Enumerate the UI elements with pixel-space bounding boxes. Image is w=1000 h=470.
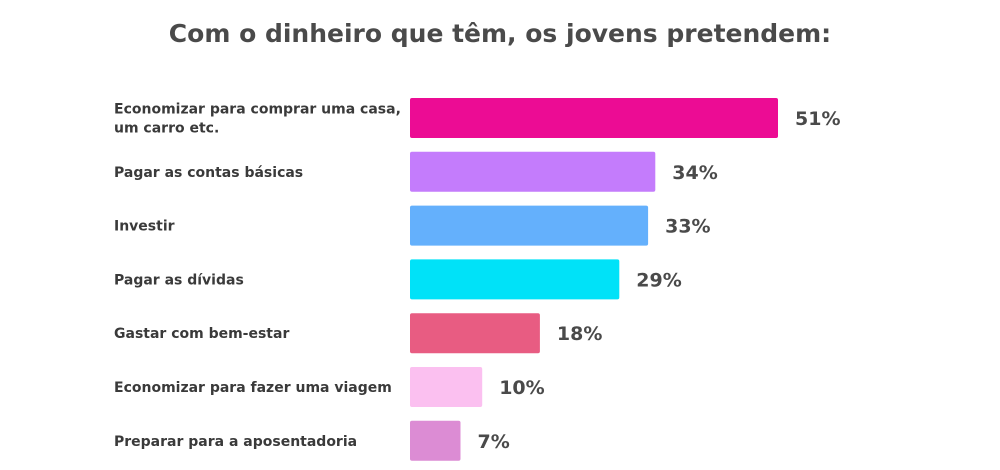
value-label-1: 51% bbox=[795, 108, 840, 130]
category-label-7: Preparar para a aposentadoria bbox=[114, 434, 357, 450]
bar-2 bbox=[410, 151, 656, 192]
category-label-4: Pagar as dívidas bbox=[114, 272, 244, 288]
category-label-line: um carro etc. bbox=[114, 121, 219, 137]
chart-title: Com o dinheiro que têm, os jovens preten… bbox=[168, 19, 832, 48]
category-label-line: Pagar as contas básicas bbox=[114, 165, 303, 181]
category-label-3: Investir bbox=[114, 219, 175, 235]
value-label-6: 10% bbox=[499, 377, 544, 399]
value-label-4: 29% bbox=[636, 269, 681, 291]
category-label-6: Economizar para fazer uma viagem bbox=[114, 380, 392, 396]
bar-1 bbox=[410, 98, 778, 138]
category-label-2: Pagar as contas básicas bbox=[114, 165, 303, 181]
bar-3 bbox=[410, 205, 649, 246]
bars-layer: 51% Economizar para comprar uma casa, um c… bbox=[114, 98, 840, 461]
category-label-line: Economizar para fazer uma viagem bbox=[114, 380, 392, 396]
category-label-line: Pagar as dívidas bbox=[114, 272, 244, 288]
category-label-5: Gastar com bem-estar bbox=[114, 326, 289, 342]
value-label-2: 34% bbox=[672, 162, 717, 184]
value-label-5: 18% bbox=[557, 323, 602, 345]
bar-5 bbox=[410, 313, 540, 354]
category-label-line: Investir bbox=[114, 219, 175, 235]
category-label-line: Economizar para comprar uma casa, bbox=[114, 102, 401, 118]
category-label-line: Preparar para a aposentadoria bbox=[114, 434, 357, 450]
category-label-line: Gastar com bem-estar bbox=[114, 326, 289, 342]
value-label-7: 7% bbox=[478, 431, 510, 453]
bar-4 bbox=[410, 259, 620, 300]
value-label-3: 33% bbox=[665, 216, 710, 238]
category-label-1: Economizar para comprar uma casa, um carr… bbox=[114, 102, 401, 137]
bar-7 bbox=[410, 420, 461, 461]
bar-6 bbox=[410, 367, 483, 407]
